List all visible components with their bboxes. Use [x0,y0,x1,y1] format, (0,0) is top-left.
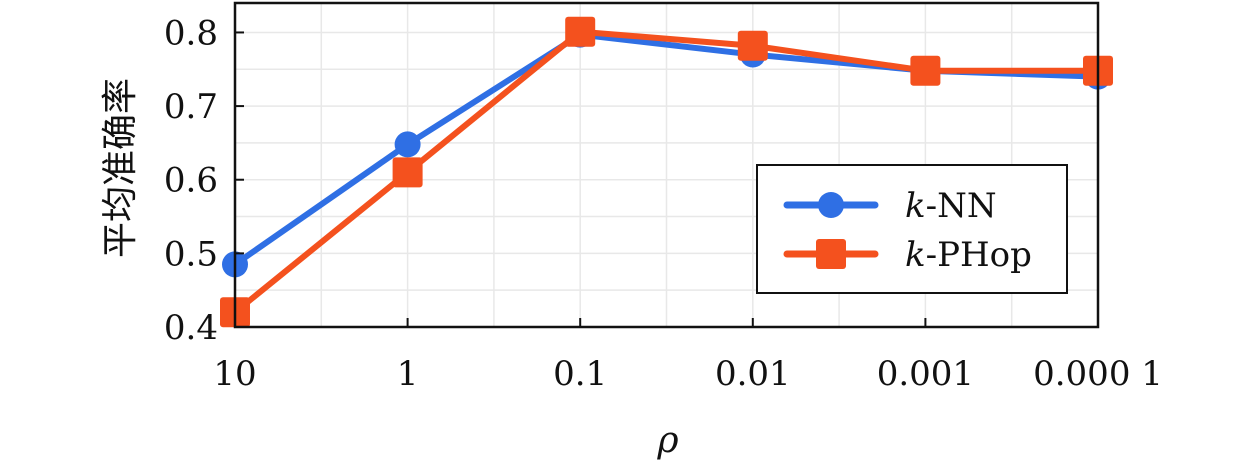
x-tick-label: 10 [213,354,256,394]
svg-text:k-PHop: k-PHop [905,235,1032,275]
y-tick-label: 0.8 [164,13,218,53]
data-point-k-nn [394,131,421,158]
y-tick-label: 0.4 [164,308,218,348]
y-tick-label: 0.5 [164,234,218,274]
x-tick-label: 0.01 [715,354,791,394]
legend-entry-kphop: k-PHop [783,235,1032,275]
y-tick-label: 0.6 [164,161,218,201]
legend: k-NN k-PHop [756,164,1068,294]
legend-label-knn-italic: k [905,186,926,226]
x-tick-label: 0.1 [553,354,607,394]
x-axis-label: ρ [656,420,678,460]
data-point-k-phop [565,16,596,47]
data-point-k-phop [737,30,768,61]
y-axis-label: 平均准确率 [100,78,141,258]
plot-frame [233,1,1100,329]
series-line-k-phop [232,28,1101,316]
x-tick-labels: 10 1 0.1 0.01 0.001 0.000 1 [213,354,1163,394]
y-tick-label: 0.7 [164,87,218,127]
legend-box [756,164,1068,294]
ticks [234,31,1099,328]
legend-marker-knn [818,192,844,218]
svg-text:k-NN: k-NN [905,186,997,226]
y-tick-labels: 0.4 0.5 0.6 0.7 0.8 [164,13,218,348]
legend-marker-kphop [816,239,846,269]
data-point-k-phop [392,157,423,188]
x-tick-label: 0.001 [877,354,974,394]
legend-label-kphop: -PHop [926,235,1032,275]
legend-label-knn: -NN [926,186,997,226]
legend-label-kphop-italic: k [905,235,926,275]
legend-entry-knn: k-NN [783,186,997,226]
series-lines [232,28,1101,316]
x-tick-label: 0.000 1 [1033,354,1163,394]
x-tick-label: 1 [397,354,419,394]
data-point-k-phop [910,55,941,86]
